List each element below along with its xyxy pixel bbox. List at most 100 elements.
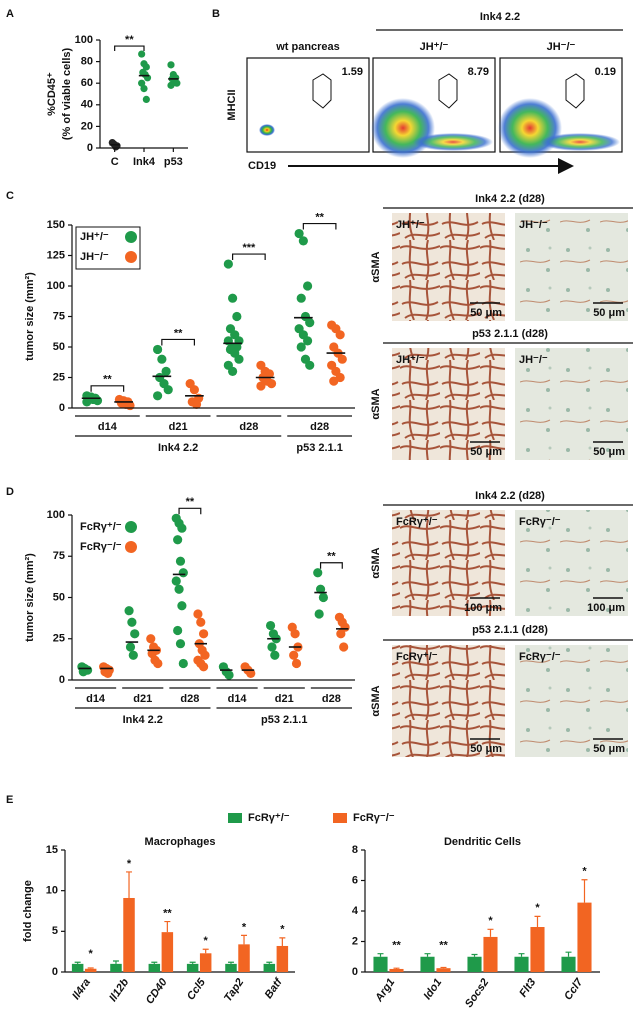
data-point (163, 385, 173, 395)
bar (514, 956, 529, 972)
panel-label: C (6, 190, 14, 202)
significance-label: * (127, 858, 132, 870)
bar (436, 968, 451, 972)
histology-title: Ink4 2.2 (d28) (475, 193, 545, 205)
flow-plot-title: wt pancreas (275, 41, 340, 53)
data-point (315, 584, 326, 594)
data-point (223, 259, 233, 269)
significance-label: ** (163, 907, 172, 919)
image-label: JH⁺/⁻ (396, 354, 425, 366)
y-tick-label: 0 (59, 402, 65, 414)
data-point (175, 639, 186, 649)
data-point (234, 354, 244, 364)
error-bar (471, 953, 478, 957)
legend-label: FcRγ⁻/⁻ (353, 812, 395, 824)
x-tick-label: d28 (310, 421, 329, 433)
data-point (298, 236, 308, 246)
data-point (138, 79, 146, 87)
y-tick-label: 25 (53, 371, 65, 383)
significance-bracket (232, 253, 266, 261)
x-tick-label: Socs2 (463, 977, 491, 1010)
histology-title: p53 2.1.1 (d28) (472, 624, 548, 636)
significance-label: * (488, 915, 493, 927)
image-label: FcRγ⁺/⁻ (396, 651, 438, 663)
y-tick-label: 4 (352, 905, 359, 917)
data-point (140, 85, 148, 93)
significance-label: * (204, 935, 209, 947)
y-tick-label: 15 (46, 844, 58, 856)
significance-label: ** (327, 551, 336, 563)
data-point (171, 576, 181, 586)
bar (530, 927, 545, 972)
data-point (173, 535, 183, 545)
bar (110, 963, 122, 972)
stain-label: αSMA (370, 685, 382, 716)
y-axis-label: %CD45⁺ (46, 72, 58, 116)
scale-bar-label: 100 μm (587, 602, 625, 614)
data-point (196, 617, 206, 627)
chart-title: Macrophages (145, 836, 216, 848)
error-bar (126, 871, 133, 898)
data-point (256, 381, 266, 391)
scale-bar-label: 50 μm (470, 446, 502, 458)
data-point (294, 228, 304, 239)
data-point (232, 311, 242, 322)
x-tick-label: Ink4 (133, 156, 156, 168)
legend-label: JH⁺/⁻ (80, 231, 109, 243)
legend-label: FcRγ⁻/⁻ (80, 541, 122, 553)
error-bar (112, 960, 119, 964)
data-point (296, 342, 306, 352)
significance-label: * (242, 921, 247, 933)
flow-group-title: Ink4 2.2 (480, 11, 520, 23)
scale-bar-label: 100 μm (464, 602, 502, 614)
significance-label: *** (242, 242, 256, 254)
y-axis-label: tumor size (mm²) (24, 272, 36, 361)
significance-label: * (280, 924, 285, 936)
significance-label: ** (186, 496, 195, 508)
error-bar (189, 961, 196, 964)
data-point (173, 625, 183, 636)
significance-label: * (89, 948, 94, 960)
error-bar (279, 937, 286, 946)
y-tick-label: 50 (53, 591, 65, 603)
gate-percent: 0.19 (595, 66, 616, 78)
significance-bracket (161, 338, 195, 346)
error-bar (487, 928, 494, 937)
significance-label: ** (315, 211, 324, 223)
y-tick-label: 75 (53, 310, 65, 322)
data-point (270, 650, 280, 660)
data-point (178, 658, 188, 669)
data-point (224, 670, 234, 680)
legend-label: FcRγ⁺/⁻ (80, 521, 122, 533)
legend-label: JH⁻/⁻ (80, 251, 109, 263)
data-point (318, 592, 328, 603)
flow-density (371, 98, 435, 158)
bar (420, 956, 435, 972)
error-bar (534, 915, 541, 928)
x-tick-label: d21 (275, 693, 294, 705)
data-point (335, 330, 345, 340)
data-point (302, 336, 313, 346)
error-bar (202, 948, 209, 954)
bar (123, 897, 135, 972)
histology-title: Ink4 2.2 (d28) (475, 490, 545, 502)
legend-swatch (228, 813, 242, 823)
data-point (178, 568, 188, 578)
legend-swatch (125, 541, 137, 553)
group-label: p53 2.1.1 (261, 714, 307, 726)
error-bar (565, 951, 572, 957)
x-tick-label: p53 (164, 156, 183, 168)
data-point (290, 629, 300, 639)
data-point (296, 293, 306, 303)
bar (225, 963, 237, 972)
image-label: JH⁺/⁻ (396, 219, 425, 231)
data-point (138, 50, 146, 58)
flow-plot-title: JH⁻/⁻ (547, 41, 576, 53)
gate-percent: 8.79 (468, 66, 489, 78)
x-tick-label: Arg1 (373, 977, 398, 1005)
x-tick-label: d21 (169, 421, 188, 433)
bar (577, 902, 592, 972)
x-tick-label: d14 (228, 693, 248, 705)
error-bar (518, 953, 525, 957)
